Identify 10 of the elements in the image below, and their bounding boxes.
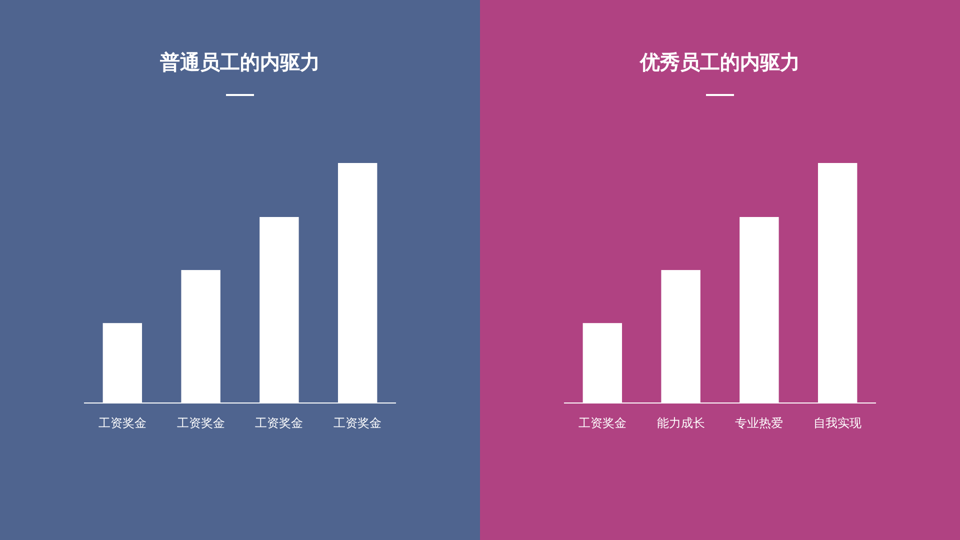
x-tick-label: 自我实现 [814, 416, 862, 430]
chart-title: 优秀员工的内驱力 [639, 50, 800, 74]
x-tick-label: 工资奖金 [334, 416, 382, 430]
chart-title: 普通员工的内驱力 [159, 50, 320, 74]
x-tick-label: 能力成长 [656, 416, 705, 430]
x-tick-label: 工资奖金 [255, 416, 304, 430]
x-tick-label: 工资奖金 [98, 416, 146, 430]
x-tick-label: 工资奖金 [176, 416, 225, 430]
x-tick-label: 专业热爱 [735, 416, 784, 430]
x-tick-label: 工资奖金 [578, 416, 626, 430]
